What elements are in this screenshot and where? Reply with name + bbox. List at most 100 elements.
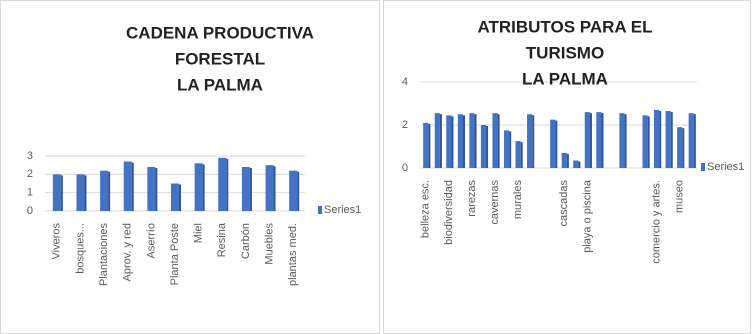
x-tick-label: cascadas (558, 180, 570, 227)
bar-side (249, 168, 252, 211)
x-tick-label: biodiversidad (443, 180, 455, 245)
bar (100, 170, 109, 211)
bar (596, 112, 602, 168)
bar-side (155, 168, 158, 211)
bar (550, 119, 556, 168)
bar-side (428, 123, 431, 168)
bar-side (226, 158, 229, 211)
bar-side (532, 115, 535, 168)
x-tick-label: Resina (216, 222, 228, 257)
bar-side (462, 115, 465, 168)
legend-swatch (701, 163, 705, 171)
y-tick-label: 2 (402, 119, 408, 131)
bar (515, 141, 521, 168)
x-tick-label: murales (512, 180, 524, 220)
bar-side (202, 164, 205, 211)
bar (147, 167, 156, 211)
bar-side (578, 161, 581, 168)
bar (573, 160, 579, 168)
bar-side (601, 113, 604, 168)
bar (123, 161, 132, 211)
bar (665, 111, 671, 168)
bar (677, 127, 683, 168)
chart-title: CADENA PRODUCTIVA (126, 23, 314, 42)
x-tick-label: Plantaciones (98, 223, 110, 286)
bar-side (589, 113, 592, 168)
bar (434, 113, 440, 168)
x-tick-label: Carbón (240, 223, 252, 259)
bar (561, 152, 567, 168)
y-tick-label: 0 (27, 205, 33, 217)
y-tick-label: 3 (27, 150, 33, 162)
bar-side (451, 116, 454, 168)
bar (194, 163, 203, 211)
bar (457, 114, 463, 168)
x-tick-label: museo (674, 180, 686, 213)
bar (492, 113, 498, 168)
x-tick-label: Muebles (263, 223, 275, 265)
legend-label: Series1 (324, 204, 361, 216)
bar-side (509, 131, 512, 168)
x-tick-label: bosques... (74, 223, 86, 274)
bar (469, 113, 475, 168)
bar (654, 109, 660, 168)
chart-title: LA PALMA (177, 75, 263, 94)
bar-side (520, 142, 523, 168)
legend-label: Series1 (707, 161, 744, 173)
bar-side (131, 162, 134, 211)
bar (584, 112, 590, 168)
legend-swatch (318, 206, 322, 214)
bar-side (179, 184, 181, 211)
bar-side (84, 175, 87, 211)
bar-side (566, 153, 569, 168)
x-tick-label: Miel (193, 223, 205, 243)
x-tick-label: belleza esc. (420, 180, 432, 238)
bar-side (555, 120, 558, 168)
bar-side (297, 171, 300, 211)
bar-side (497, 114, 500, 168)
bar-side (474, 114, 477, 168)
x-tick-label: Viveros (51, 223, 63, 260)
bar (619, 113, 625, 168)
bar (527, 114, 533, 168)
bar-side (108, 171, 111, 211)
chart-title: ATRIBUTOS PARA EL (477, 17, 652, 36)
y-tick-label: 0 (402, 162, 408, 174)
bar (171, 183, 179, 211)
x-tick-label: Planta Poste (169, 223, 181, 285)
bar-side (273, 166, 276, 211)
bar (480, 125, 487, 168)
x-tick-label: rarezas (466, 180, 478, 217)
bar-side (659, 110, 662, 168)
bar (503, 130, 510, 168)
chart-panel (0, 0, 380, 334)
bar (241, 167, 250, 211)
bar-side (682, 128, 685, 168)
x-tick-label: Aprov. y red (122, 223, 134, 282)
chart-title: TURISMO (526, 43, 604, 62)
chart-title: FORESTAL (175, 49, 265, 68)
y-tick-label: 1 (27, 187, 33, 199)
bar-side (486, 126, 489, 168)
bar (265, 165, 274, 211)
bar-side (670, 112, 673, 168)
bar (688, 113, 694, 168)
bar-side (624, 114, 627, 168)
x-tick-label: Aserrío (145, 223, 157, 258)
bar (423, 122, 429, 168)
bar (218, 157, 227, 211)
bar (446, 115, 452, 168)
bar (76, 174, 85, 211)
bar-side (647, 116, 650, 168)
bar-side (60, 175, 63, 211)
x-tick-label: cavernas (489, 180, 501, 225)
x-tick-label: plantas med. (287, 223, 299, 286)
bar (289, 170, 298, 211)
y-tick-label: 4 (402, 76, 408, 88)
chart-title: LA PALMA (522, 69, 608, 88)
bar (642, 115, 648, 168)
x-tick-label: playa o piscina (581, 179, 593, 253)
x-tick-label: comercio y artes. (651, 180, 663, 264)
